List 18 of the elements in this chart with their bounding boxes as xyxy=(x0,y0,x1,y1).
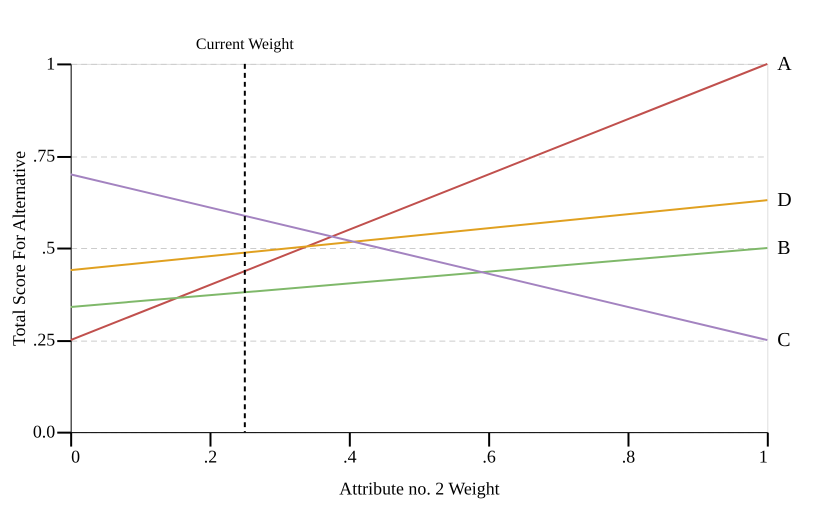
y-tick-label: .75 xyxy=(32,145,56,166)
x-axis-title: Attribute no. 2 Weight xyxy=(339,478,500,498)
x-tick-label: .6 xyxy=(482,446,496,466)
ref-line-label: Current Weight xyxy=(196,36,294,53)
x-tick-label: .8 xyxy=(622,446,636,466)
y-tick-label: 0.0 xyxy=(32,422,56,442)
x-tick-label: 1 xyxy=(758,446,768,466)
series-label: D xyxy=(777,189,792,212)
series-label: C xyxy=(777,329,791,352)
y-tick-label: .5 xyxy=(42,238,56,258)
x-tick-label: 0 xyxy=(71,446,80,466)
y-tick-label: 1 xyxy=(46,53,56,74)
x-tick-label: .2 xyxy=(204,446,218,466)
y-tick-label: .25 xyxy=(32,330,56,350)
series-label: A xyxy=(777,52,792,75)
series-label: B xyxy=(777,237,791,259)
x-tick-label: .4 xyxy=(343,446,357,466)
y-axis-title: Total Score For Alternative xyxy=(8,150,29,346)
